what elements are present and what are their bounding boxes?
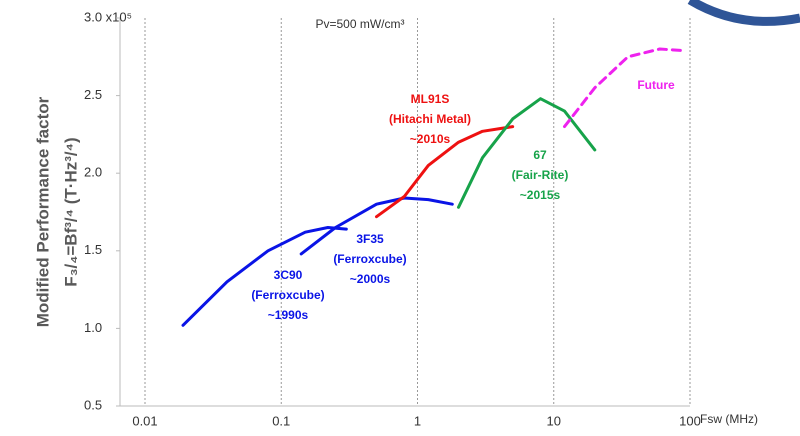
y-axis-label: Modified Performance factor: [33, 96, 52, 327]
series-line: [563, 47, 686, 129]
series-annotation: ML91S: [411, 92, 450, 106]
x-tick-label: 0.1: [272, 413, 290, 428]
corner-decoration: [687, 0, 800, 26]
series-annotation: ~2010s: [410, 132, 451, 146]
y-tick-label: 2.5: [84, 87, 102, 102]
series-annotation: 3C90: [274, 268, 303, 282]
series-annotation: ~2000s: [350, 272, 391, 286]
x-tick-label: 100: [679, 413, 701, 428]
series-line: [457, 97, 597, 209]
series-annotation: (Ferroxcube): [251, 288, 324, 302]
series-annotation: (Fair-Rite): [512, 168, 569, 182]
y-tick-label: 1.5: [84, 242, 102, 257]
y-tick-label: 3.0 x10⁵: [84, 9, 132, 24]
y-tick-label: 0.5: [84, 397, 102, 412]
x-tick-label: 1: [414, 413, 421, 428]
subtitle: Pv=500 mW/cm³: [315, 17, 404, 31]
y-tick-label: 1.0: [84, 320, 102, 335]
series-annotation: ~1990s: [268, 308, 309, 322]
x-tick-label: 10: [547, 413, 561, 428]
y-axis-label: F₃/₄=Bf³/⁴ (T·Hz³/⁴): [61, 137, 80, 286]
series-annotation: 3F35: [356, 232, 384, 246]
series-annotation: ~2015s: [520, 188, 561, 202]
series-line: [375, 125, 515, 219]
series-line: [181, 226, 348, 327]
y-tick-label: 2.0: [84, 165, 102, 180]
x-axis-label: Fsw (MHz): [700, 412, 758, 426]
series-annotation: 67: [533, 148, 547, 162]
series-annotation: (Hitachi Metal): [389, 112, 471, 126]
x-tick-label: 0.01: [132, 413, 157, 428]
series-annotation: (Ferroxcube): [333, 252, 406, 266]
series-annotation: Future: [637, 78, 675, 92]
series-line: [299, 196, 454, 256]
